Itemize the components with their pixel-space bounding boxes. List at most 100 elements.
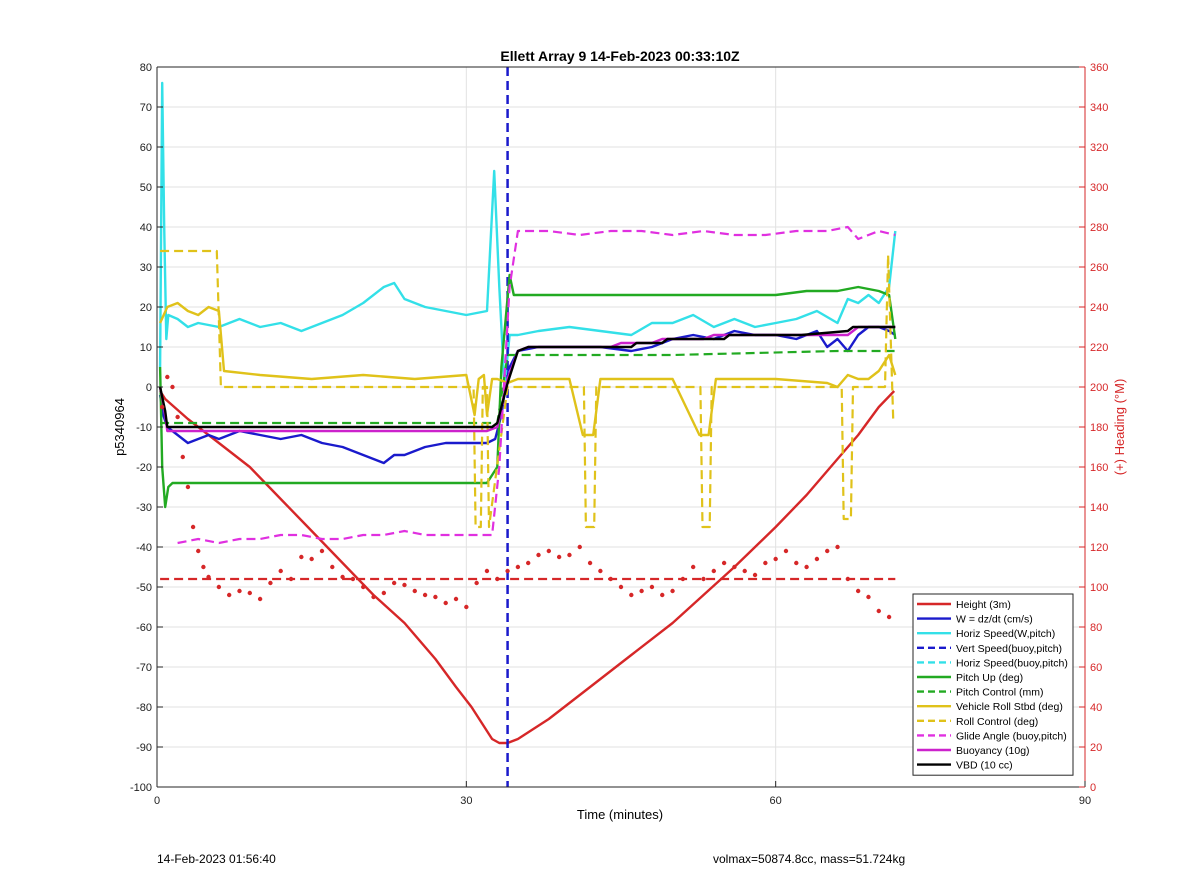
legend-label-height-3m: Height (3m) [956, 599, 1011, 611]
heading-point [639, 588, 644, 594]
heading-point [835, 544, 840, 550]
legend-label-horiz-speed-buoy-pitch: Horiz Speed(buoy,pitch) [956, 657, 1068, 669]
y-tick-label: -40 [136, 542, 152, 554]
heading-point [670, 588, 675, 594]
chart-title: Ellett Array 9 14-Feb-2023 00:33:10Z [500, 48, 740, 64]
heading-point [649, 584, 655, 590]
heading-point [361, 584, 366, 590]
heading-point [453, 596, 459, 602]
legend: Height (3m) W = dz/dt (cm/s) Horiz Speed(W… [912, 593, 1074, 776]
y-tick-label: 30 [140, 262, 152, 274]
y-tick-label: -60 [136, 622, 152, 634]
series-glide-angle-buoy-pitch [177, 225, 896, 545]
y2-tick-label: 80 [1090, 622, 1102, 634]
heading-point [247, 590, 252, 596]
series-roll-control-deg [160, 249, 896, 529]
axes: 0 30 60 90-100-90-80-70-60-50-40-30-20-1001… [130, 62, 1108, 807]
heading-point [309, 556, 314, 562]
heading-point [170, 384, 175, 390]
heading-point [598, 568, 603, 574]
heading-point [711, 568, 716, 574]
heading-point [763, 560, 768, 566]
heading-point [190, 524, 196, 530]
heading-point [556, 554, 562, 560]
legend-label-vehicle-roll-stbd-deg: Vehicle Roll Stbd (deg) [956, 701, 1063, 713]
series-horiz-speed-w-pitch [158, 81, 897, 389]
legend-box [912, 593, 1074, 776]
heading-point [433, 594, 438, 600]
heading-point [350, 576, 356, 582]
heading-point [226, 592, 232, 598]
heading-point [536, 552, 541, 558]
heading-point [443, 600, 448, 606]
heading-point [412, 588, 417, 594]
y2-tick-label: 20 [1090, 742, 1102, 754]
y-tick-label: 20 [140, 302, 152, 314]
heading-point [825, 548, 830, 554]
legend-label-pitch-up-deg: Pitch Up (deg) [956, 672, 1023, 684]
heading-point [546, 548, 552, 554]
heading-point [660, 592, 665, 598]
heading-point [180, 454, 185, 460]
footer-timestamp: 14-Feb-2023 01:56:40 [157, 852, 276, 866]
y2-tick-label: 360 [1090, 62, 1108, 74]
y-tick-label: 40 [140, 222, 152, 234]
heading-point [299, 554, 304, 560]
y-tick-label: -30 [136, 502, 152, 514]
y-tick-label: -20 [136, 462, 152, 474]
heading-point [783, 548, 789, 554]
heading-point [690, 564, 696, 570]
heading-point [422, 592, 428, 598]
x-tick-label: 30 [460, 795, 472, 807]
y2-tick-label: 240 [1090, 302, 1108, 314]
heading-point [159, 404, 165, 410]
x-tick-label: 0 [154, 795, 160, 807]
heading-point [732, 564, 737, 570]
heading-point [165, 374, 170, 380]
y2-tick-label: 220 [1090, 342, 1108, 354]
y-tick-label: 70 [140, 102, 152, 114]
y2-tick-label: 320 [1090, 142, 1108, 154]
series-pitch-up-deg [158, 273, 897, 509]
heading-point [216, 584, 222, 590]
heading-point [773, 556, 778, 562]
heading-point [618, 584, 624, 590]
heading-point [278, 568, 283, 574]
y2-tick-label: 0 [1090, 782, 1096, 794]
y2-tick-label: 120 [1090, 542, 1108, 554]
y2-tick-label: 340 [1090, 102, 1108, 114]
legend-label-pitch-control-mm: Pitch Control (mm) [956, 687, 1044, 699]
heading-point [855, 588, 861, 594]
legend-label-vbd-10-cc: VBD (10 cc) [956, 760, 1013, 772]
heading-point [474, 580, 479, 586]
heading-point [319, 548, 325, 554]
heading-point [505, 568, 510, 574]
heading-point [814, 556, 820, 562]
y2-tick-label: 300 [1090, 182, 1108, 194]
series-group [158, 67, 897, 787]
y-tick-label: -70 [136, 662, 152, 674]
y2-tick-label: 180 [1090, 422, 1108, 434]
heading-point [804, 564, 809, 570]
x-tick-label: 90 [1079, 795, 1091, 807]
y-tick-label: 50 [140, 182, 152, 194]
y-tick-label: 80 [140, 62, 152, 74]
y2-tick-label: 280 [1090, 222, 1108, 234]
y2-tick-label: 60 [1090, 662, 1102, 674]
heading-point [402, 582, 407, 588]
legend-label-vert-speed-buoy-pitch: Vert Speed(buoy,pitch) [956, 643, 1062, 655]
plot-series [158, 67, 897, 787]
legend-label-buoyancy-10g: Buoyancy (10g) [956, 745, 1030, 757]
heading-point [526, 560, 531, 566]
heading-point [721, 560, 727, 566]
legend-label-horiz-speed-w-pitch: Horiz Speed(W,pitch) [956, 628, 1055, 640]
x-tick-label: 60 [770, 795, 782, 807]
heading-point [886, 614, 892, 620]
y2-tick-label: 140 [1090, 502, 1108, 514]
heading-point [866, 594, 871, 600]
heading-point [201, 564, 206, 570]
y-tick-label: -10 [136, 422, 152, 434]
x-axis-label: Time (minutes) [577, 807, 663, 822]
heading-point [629, 592, 634, 598]
